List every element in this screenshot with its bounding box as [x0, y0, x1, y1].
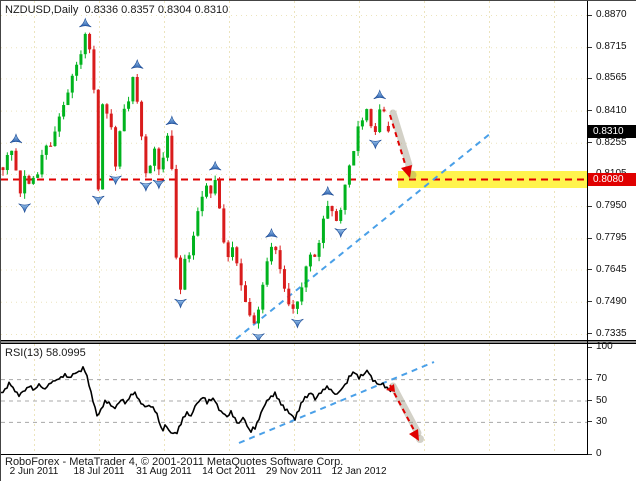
price-axis-label: 0.7795 [596, 232, 627, 243]
price-axis-label: 0.7490 [596, 296, 627, 307]
fractal-down-icon [152, 179, 166, 190]
rsi-indicator-label: RSI(13) 58.0995 [5, 347, 86, 359]
rsi-axis-label: 70 [596, 373, 608, 384]
rsi-target-arrow[interactable] [386, 382, 424, 443]
axis-tick [588, 238, 592, 239]
axis-tick [588, 301, 592, 302]
axis-tick [588, 47, 592, 48]
fractal-down-icon [290, 318, 304, 329]
price-axis-label: 0.8410 [596, 105, 627, 116]
time-axis: 2 Jun 2011 18 Jul 2011 31 Aug 2011 14 Oct 2… [1, 466, 636, 480]
fractal-down-icon [334, 228, 348, 238]
axis-tick [588, 333, 592, 334]
axis-tick [588, 347, 592, 348]
fractal-down-icon [368, 139, 382, 149]
fractal-down-icon [174, 298, 188, 309]
fractal-up-icon [208, 161, 222, 171]
price-axis-label: 0.8255 [596, 137, 627, 148]
date-axis-label: 29 Nov 2011 [266, 466, 322, 477]
price-axis-label: 0.8565 [596, 72, 627, 83]
fractal-up-icon [78, 18, 92, 28]
panel-separator[interactable] [1, 340, 636, 344]
axis-tick [588, 206, 592, 207]
support-zone-highlight[interactable] [398, 171, 587, 188]
price-axis-label: 0.7335 [596, 328, 627, 339]
axis-tick [588, 78, 592, 79]
main-price-chart[interactable] [1, 1, 587, 340]
axis-tick [588, 110, 592, 111]
candlesticks [1, 32, 390, 329]
axis-tick [588, 269, 592, 270]
grid-lines [1, 1, 587, 340]
axis-tick [588, 15, 592, 16]
rsi-axis-label: 100 [596, 341, 613, 352]
fractal-up-icon [165, 115, 179, 126]
price-axis-label: 0.7950 [596, 200, 627, 211]
fractal-up-icon [321, 186, 335, 196]
axis-tick [588, 454, 592, 455]
date-axis-label: 18 Jul 2011 [73, 466, 125, 477]
date-axis-label: 31 Aug 2011 [136, 466, 192, 477]
rsi-axis-label: 50 [596, 395, 608, 406]
date-axis-label: 2 Jun 2011 [9, 466, 59, 477]
current-price-box: 0.8310 [588, 125, 636, 138]
rsi-axis-label: 0 [596, 448, 602, 459]
fractal-down-icon [91, 195, 105, 206]
copyright-text: RoboForex - MetaTrader 4, © 2001-2011 Me… [5, 456, 344, 468]
rsi-grid-lines [1, 344, 587, 454]
price-axis: 0.88700.87150.85650.84100.82550.81050.79… [587, 1, 636, 459]
fractal-down-icon [139, 181, 153, 192]
rsi-indicator-chart[interactable] [1, 344, 587, 454]
price-axis-label: 0.8870 [596, 9, 627, 20]
fractal-down-icon [18, 203, 32, 213]
fractal-up-icon [9, 133, 23, 144]
target-price-box: 0.8080 [588, 173, 636, 186]
axis-tick [588, 379, 592, 380]
axis-tick [588, 142, 592, 143]
price-target-arrow[interactable] [389, 109, 417, 180]
rsi-trend-line[interactable] [238, 361, 435, 444]
chart-symbol-title: NZDUSD,Daily 0.8336 0.8357 0.8304 0.8310 [5, 4, 229, 16]
fractal-up-icon [264, 228, 278, 238]
price-axis-label: 0.7645 [596, 264, 627, 275]
fractal-up-icon [373, 89, 387, 100]
axis-tick [588, 400, 592, 401]
date-axis-label: 12 Jan 2012 [331, 466, 387, 477]
price-axis-label: 0.8715 [596, 41, 627, 52]
rsi-panel-border [1, 454, 588, 455]
fractal-up-icon [130, 59, 144, 69]
rsi-curve [1, 365, 392, 435]
axis-tick [588, 421, 592, 422]
rsi-axis-label: 30 [596, 416, 608, 427]
date-axis-label: 14 Oct 2011 [202, 466, 256, 477]
